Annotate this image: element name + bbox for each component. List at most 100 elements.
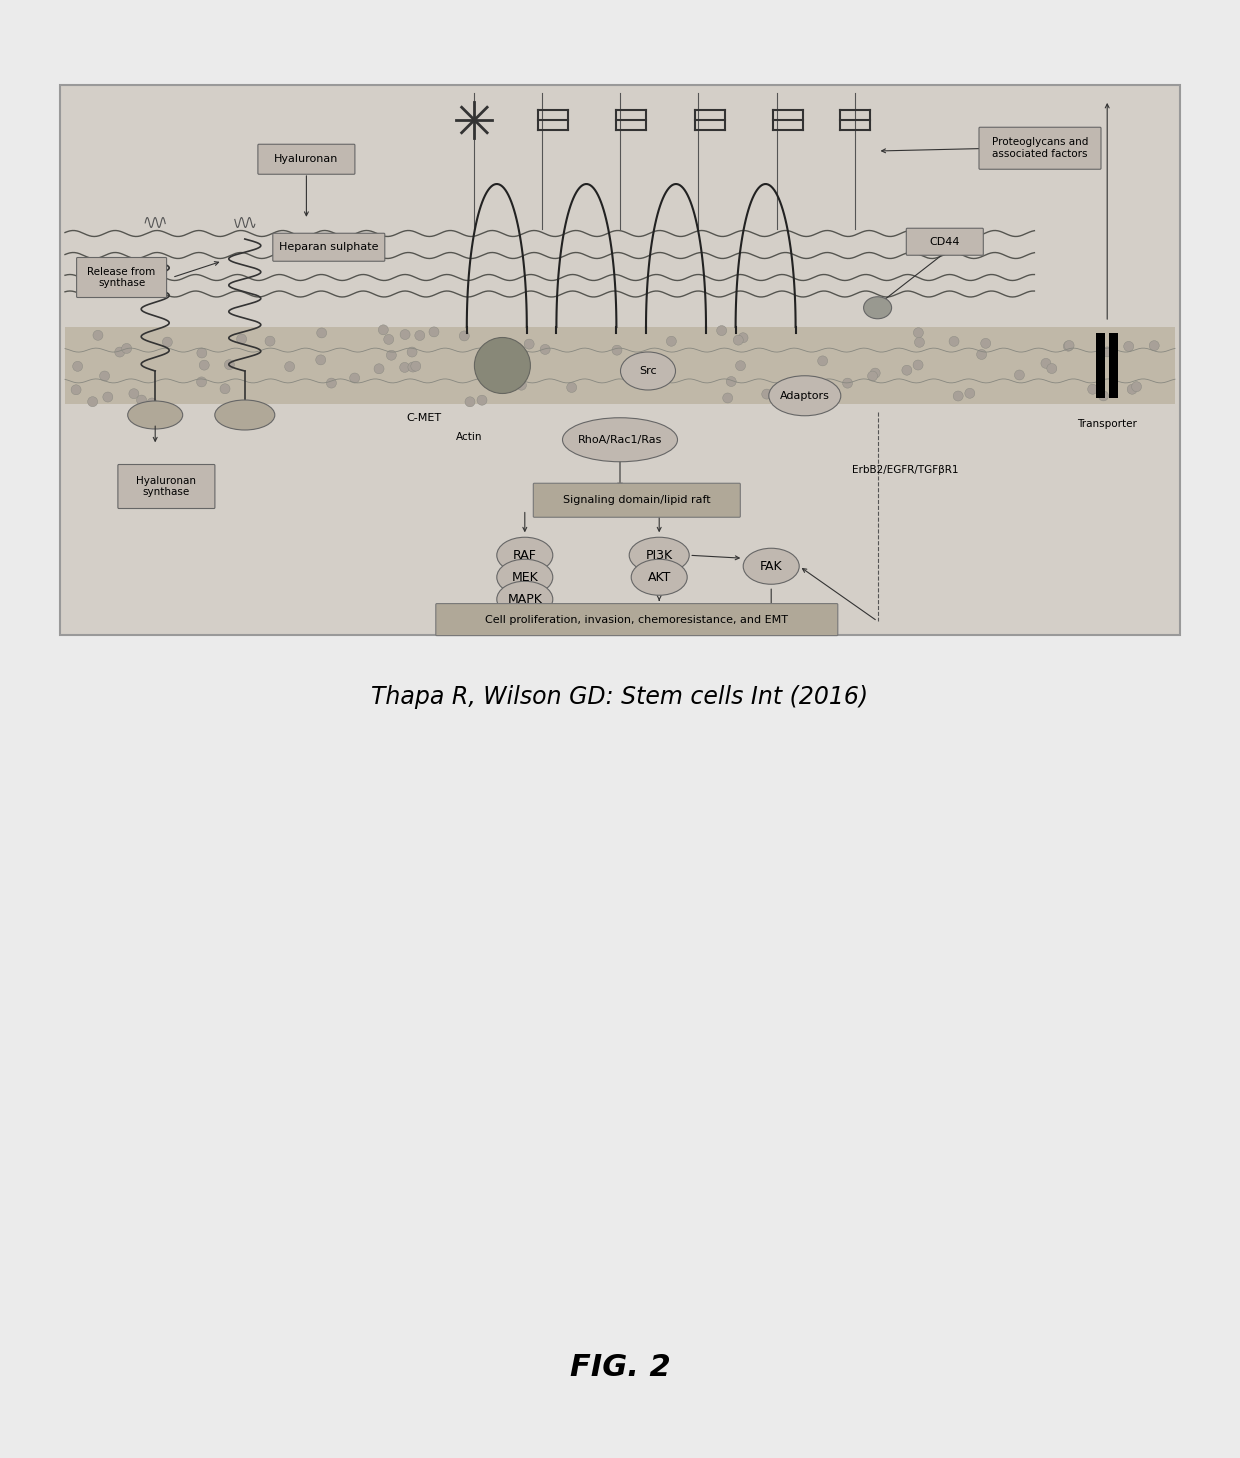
Circle shape <box>1132 382 1142 392</box>
Circle shape <box>200 360 210 370</box>
Circle shape <box>71 385 81 395</box>
Circle shape <box>1040 359 1052 369</box>
Circle shape <box>459 331 469 341</box>
Circle shape <box>738 332 748 343</box>
Ellipse shape <box>863 297 892 319</box>
Circle shape <box>465 397 475 407</box>
Circle shape <box>913 360 923 370</box>
Circle shape <box>415 331 425 341</box>
Text: MEK: MEK <box>511 570 538 583</box>
Ellipse shape <box>497 537 553 573</box>
Circle shape <box>265 337 275 346</box>
Circle shape <box>733 335 743 346</box>
Circle shape <box>224 360 234 370</box>
Text: Signaling domain/lipid raft: Signaling domain/lipid raft <box>563 496 711 506</box>
Circle shape <box>761 389 771 399</box>
Circle shape <box>613 346 622 356</box>
Circle shape <box>525 340 534 348</box>
Circle shape <box>410 362 420 372</box>
Circle shape <box>401 330 410 340</box>
Text: ErbB2/EGFR/TGFβR1: ErbB2/EGFR/TGFβR1 <box>852 465 959 475</box>
Circle shape <box>1123 341 1133 351</box>
Circle shape <box>981 338 991 348</box>
Circle shape <box>374 364 384 373</box>
Circle shape <box>1099 391 1109 401</box>
Ellipse shape <box>497 582 553 617</box>
FancyBboxPatch shape <box>60 85 1180 636</box>
Circle shape <box>162 337 172 347</box>
FancyBboxPatch shape <box>273 233 384 261</box>
Circle shape <box>914 337 925 347</box>
Circle shape <box>93 331 103 340</box>
Text: MAPK: MAPK <box>507 593 542 605</box>
Circle shape <box>817 356 827 366</box>
Text: Hyaluronan
synthase: Hyaluronan synthase <box>136 475 196 497</box>
Circle shape <box>129 389 139 398</box>
Text: RAF: RAF <box>513 548 537 561</box>
Circle shape <box>492 343 502 353</box>
Text: Transporter: Transporter <box>1078 418 1137 429</box>
Circle shape <box>136 395 146 405</box>
Text: Actin: Actin <box>455 432 482 442</box>
Circle shape <box>219 383 229 394</box>
Circle shape <box>1014 370 1024 381</box>
Circle shape <box>326 378 336 388</box>
Text: Heparan sulphate: Heparan sulphate <box>279 242 378 252</box>
Circle shape <box>901 364 911 375</box>
Text: CD44: CD44 <box>930 236 960 246</box>
Ellipse shape <box>743 548 800 585</box>
FancyBboxPatch shape <box>118 465 215 509</box>
Circle shape <box>640 354 650 364</box>
Circle shape <box>567 382 577 392</box>
Circle shape <box>1149 341 1159 350</box>
Ellipse shape <box>620 351 676 389</box>
FancyBboxPatch shape <box>77 258 166 297</box>
Circle shape <box>408 362 418 372</box>
FancyBboxPatch shape <box>258 144 355 175</box>
Circle shape <box>965 388 975 398</box>
Ellipse shape <box>128 401 182 429</box>
Ellipse shape <box>497 560 553 595</box>
Circle shape <box>383 334 394 344</box>
Circle shape <box>316 354 326 364</box>
Circle shape <box>1064 341 1074 351</box>
Circle shape <box>115 347 125 357</box>
Circle shape <box>636 376 646 386</box>
Circle shape <box>429 327 439 337</box>
Circle shape <box>350 373 360 383</box>
Ellipse shape <box>563 418 677 462</box>
Circle shape <box>735 360 745 370</box>
Circle shape <box>475 337 531 394</box>
Circle shape <box>1087 385 1097 394</box>
Circle shape <box>122 344 131 353</box>
Text: Release from
synthase: Release from synthase <box>88 267 156 289</box>
Text: FAK: FAK <box>760 560 782 573</box>
Circle shape <box>723 394 733 402</box>
Circle shape <box>1064 341 1074 350</box>
Circle shape <box>407 347 417 357</box>
Circle shape <box>378 325 388 335</box>
Circle shape <box>516 381 527 391</box>
Circle shape <box>387 350 397 360</box>
Circle shape <box>977 350 987 360</box>
Text: PI3K: PI3K <box>646 548 673 561</box>
Circle shape <box>717 325 727 335</box>
Circle shape <box>1127 385 1137 394</box>
Circle shape <box>99 370 109 381</box>
Circle shape <box>949 337 959 347</box>
Text: Hyaluronan: Hyaluronan <box>274 155 339 165</box>
FancyBboxPatch shape <box>980 127 1101 169</box>
Ellipse shape <box>769 376 841 416</box>
Circle shape <box>103 392 113 402</box>
Text: Proteoglycans and
associated factors: Proteoglycans and associated factors <box>992 137 1089 159</box>
FancyBboxPatch shape <box>1110 332 1118 398</box>
Circle shape <box>477 395 487 405</box>
Circle shape <box>197 378 207 386</box>
Text: C-MET: C-MET <box>407 413 441 423</box>
Circle shape <box>914 328 924 338</box>
FancyBboxPatch shape <box>64 327 1176 404</box>
Circle shape <box>88 397 98 407</box>
Circle shape <box>541 344 551 354</box>
Text: Src: Src <box>639 366 657 376</box>
Text: FIG. 2: FIG. 2 <box>569 1353 671 1382</box>
